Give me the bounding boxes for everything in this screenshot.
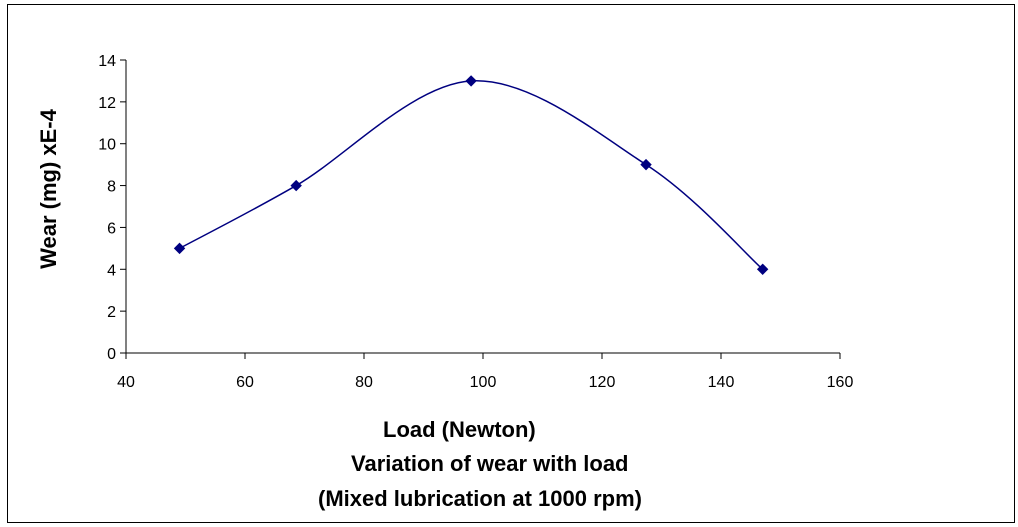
y-tick-label: 4 <box>107 262 116 279</box>
caption-line-2: (Mixed lubrication at 1000 rpm) <box>318 486 642 511</box>
y-axis-title: Wear (mg) xE-4 <box>36 108 61 269</box>
data-point-marker <box>640 158 652 171</box>
x-axis-title: Load (Newton) <box>383 417 536 442</box>
chart-frame: 0 2 4 6 8 10 12 14 40 60 80 100 120 140 160 Wear (mg) … <box>7 4 1015 523</box>
axes: 0 2 4 6 8 10 12 14 40 60 80 100 120 140 160 <box>98 53 853 391</box>
data-point-marker <box>290 179 302 192</box>
x-tick-label: 60 <box>236 374 254 391</box>
y-tick-label: 2 <box>107 304 116 321</box>
series-layer <box>179 80 764 270</box>
data-point-marker <box>465 75 477 87</box>
x-tick-label: 80 <box>355 374 373 391</box>
y-tick-label: 10 <box>98 137 116 154</box>
x-tick-label: 140 <box>708 374 735 391</box>
data-point-marker <box>756 263 769 275</box>
y-tick-label: 8 <box>107 179 116 196</box>
marker-layer <box>173 75 769 275</box>
y-tick-label: 6 <box>107 220 116 237</box>
series-line <box>179 80 764 270</box>
y-tick-label: 0 <box>107 346 116 363</box>
x-tick-label: 40 <box>117 374 135 391</box>
caption-line-1: Variation of wear with load <box>351 451 629 476</box>
x-tick-label: 120 <box>589 374 616 391</box>
y-tick-label: 12 <box>98 95 116 112</box>
line-chart: 0 2 4 6 8 10 12 14 40 60 80 100 120 140 160 Wear (mg) … <box>36 53 853 511</box>
y-tick-label: 14 <box>98 53 116 70</box>
data-point-marker <box>173 242 186 255</box>
x-tick-label: 160 <box>827 374 854 391</box>
x-tick-label: 100 <box>470 374 497 391</box>
